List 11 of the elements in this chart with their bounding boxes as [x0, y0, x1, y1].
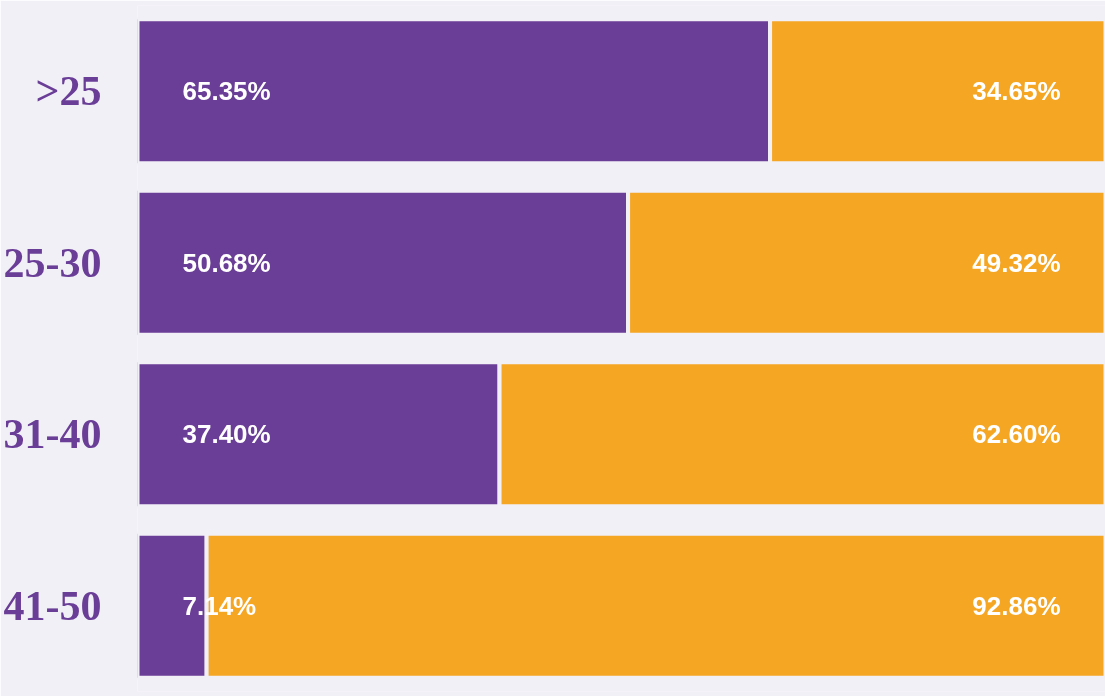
y-tick-label: 31-40 — [3, 411, 102, 458]
data-label: 34.65% — [972, 76, 1061, 107]
y-tick-label: 41-50 — [3, 582, 102, 629]
data-label: 62.60% — [972, 419, 1061, 450]
data-label: 50.68% — [182, 247, 271, 278]
y-tick-label: 25-30 — [3, 239, 102, 286]
data-label: 65.35% — [182, 76, 271, 107]
data-label: 37.40% — [182, 419, 271, 450]
data-label: 92.86% — [972, 590, 1061, 621]
data-label: 49.32% — [972, 247, 1061, 278]
y-tick-label: >25 — [35, 68, 102, 115]
